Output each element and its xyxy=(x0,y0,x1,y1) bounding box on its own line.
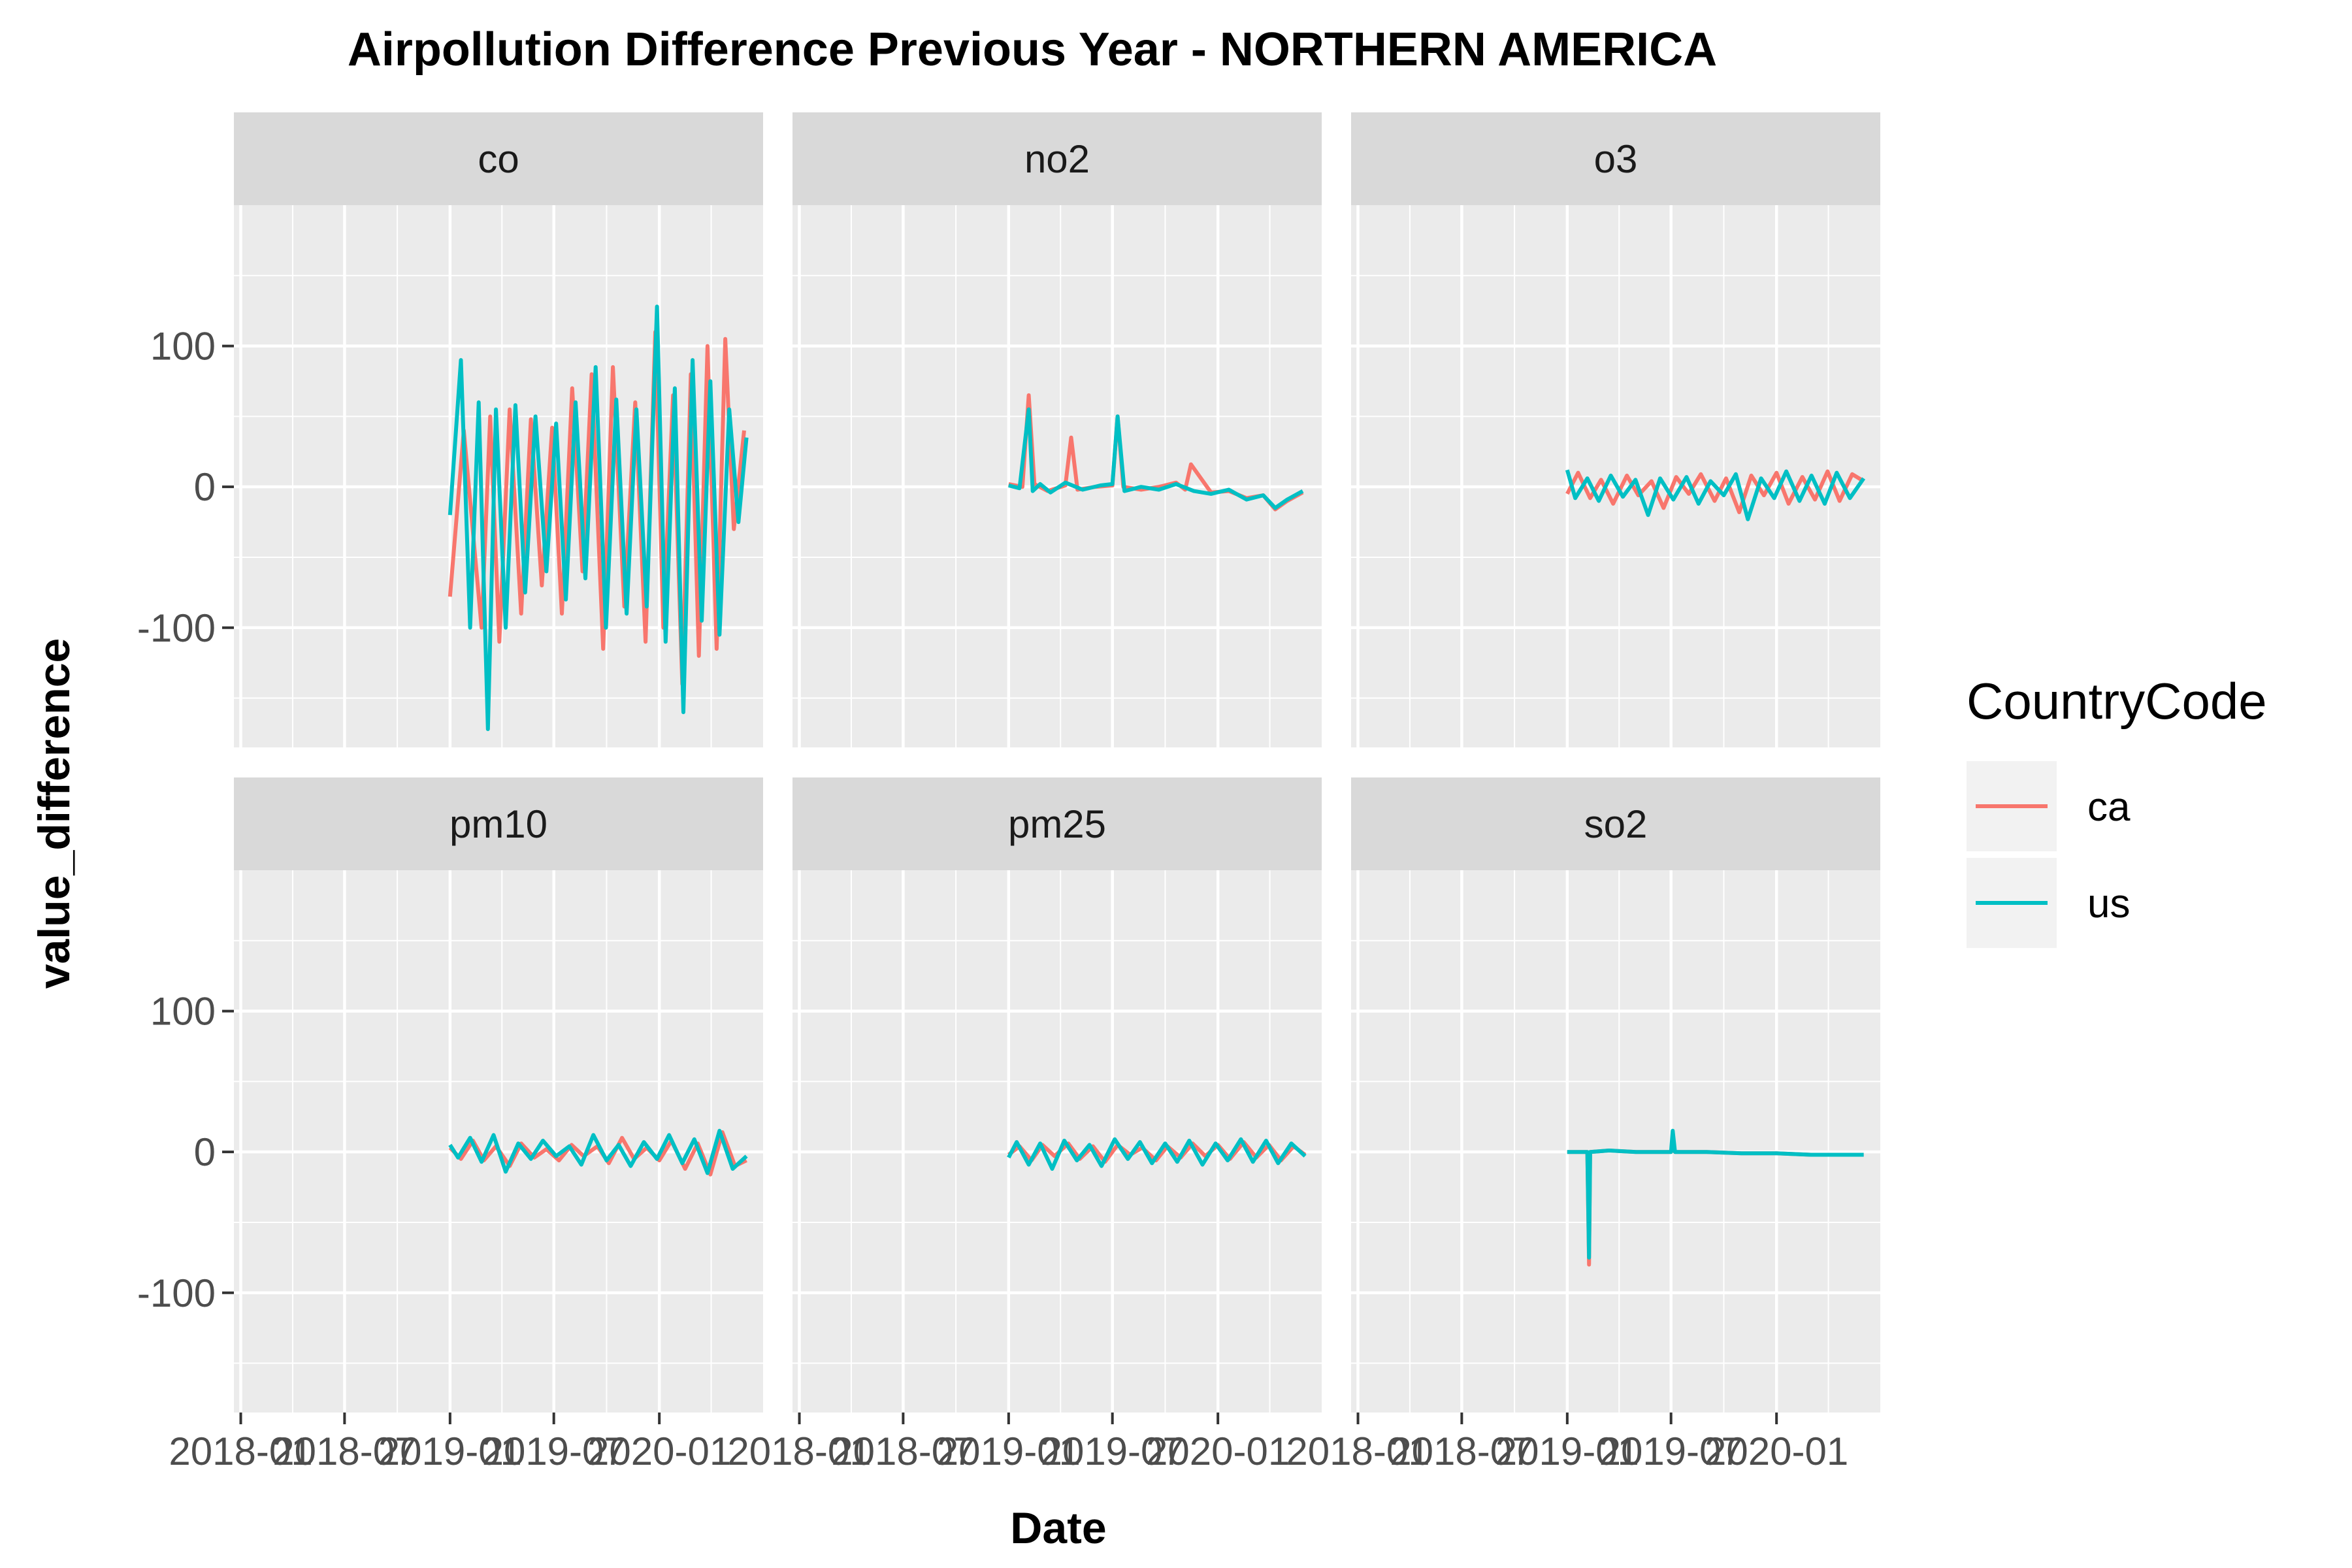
panel-background xyxy=(792,205,1322,747)
facet-strip xyxy=(234,777,763,870)
legend-label: ca xyxy=(2087,785,2131,830)
x-tick-label: 2018-07 xyxy=(1390,1429,1533,1473)
series-line-ca xyxy=(1565,469,1865,514)
panel-background xyxy=(792,870,1322,1413)
legend-label: us xyxy=(2087,881,2130,926)
x-tick-label: 2018-07 xyxy=(272,1429,416,1473)
chart-title: Airpollution Difference Previous Year - … xyxy=(348,24,1717,76)
facet-strip-label: so2 xyxy=(1584,802,1648,846)
panel-background xyxy=(1351,870,1880,1413)
x-axis-title: Date xyxy=(1010,1503,1106,1553)
x-tick-label: 2018-07 xyxy=(831,1429,975,1473)
facet-strip xyxy=(792,777,1322,870)
facet-strip-label: no2 xyxy=(1024,137,1090,181)
y-tick-label: -100 xyxy=(137,1271,216,1315)
facet-strip-label: pm25 xyxy=(1008,802,1106,846)
facet-strip xyxy=(792,112,1322,205)
facet-strip-label: pm10 xyxy=(449,802,547,846)
series-line-us xyxy=(1007,1137,1307,1171)
x-tick-label: 2018-01 xyxy=(1286,1429,1429,1473)
x-tick-label: 2018-01 xyxy=(169,1429,312,1473)
legend-title: CountryCode xyxy=(1967,672,2267,730)
y-tick-label: 0 xyxy=(194,1130,216,1174)
facet-panel-o3: o3 xyxy=(1351,112,1880,747)
y-tick-label: 100 xyxy=(150,990,216,1034)
x-tick-label: 2020-01 xyxy=(1705,1429,1848,1473)
legend-item-us: us xyxy=(1967,858,2130,948)
series-line-us xyxy=(1565,469,1866,521)
x-tick-label: 2019-01 xyxy=(378,1429,522,1473)
legend-keys: ca us xyxy=(1967,761,2131,948)
facet-strip xyxy=(1351,777,1880,870)
series-line-us xyxy=(448,1128,748,1175)
series-line-us xyxy=(448,304,749,731)
series-line-us xyxy=(1008,407,1304,510)
legend: CountryCode ca us xyxy=(1967,672,2267,948)
y-tick-label: -100 xyxy=(137,606,216,650)
facet-strip xyxy=(234,112,763,205)
x-tick-label: 2019-01 xyxy=(937,1429,1081,1473)
series-line-us xyxy=(1567,1128,1864,1260)
x-tick-label: 2019-07 xyxy=(1041,1429,1184,1473)
panel-background xyxy=(1351,205,1880,747)
facet-panel-no2: no2 xyxy=(792,112,1322,747)
panel-background xyxy=(234,870,763,1413)
facet-strip xyxy=(1351,112,1880,205)
facet-strip-label: co xyxy=(478,137,519,181)
x-tick-label: 2019-01 xyxy=(1495,1429,1639,1473)
y-axis-title: value_difference xyxy=(29,638,79,989)
facet-strip-label: o3 xyxy=(1594,137,1638,181)
legend-item-ca: ca xyxy=(1967,761,2131,851)
x-tick-label: 2018-01 xyxy=(727,1429,871,1473)
facet-panel-co: co 100 0 -100 xyxy=(137,112,763,747)
x-tick-label: 2019-07 xyxy=(482,1429,626,1473)
y-tick-label: 0 xyxy=(194,465,216,509)
y-tick-label: 100 xyxy=(150,325,216,368)
facet-panel-pm10: pm10 100 0 -100 2018-012018-072019-012019-07… xyxy=(137,777,763,1473)
x-tick-label: 2020-01 xyxy=(1146,1429,1290,1473)
x-tick-label: 2020-01 xyxy=(587,1429,731,1473)
x-tick-label: 2019-07 xyxy=(1599,1429,1743,1473)
